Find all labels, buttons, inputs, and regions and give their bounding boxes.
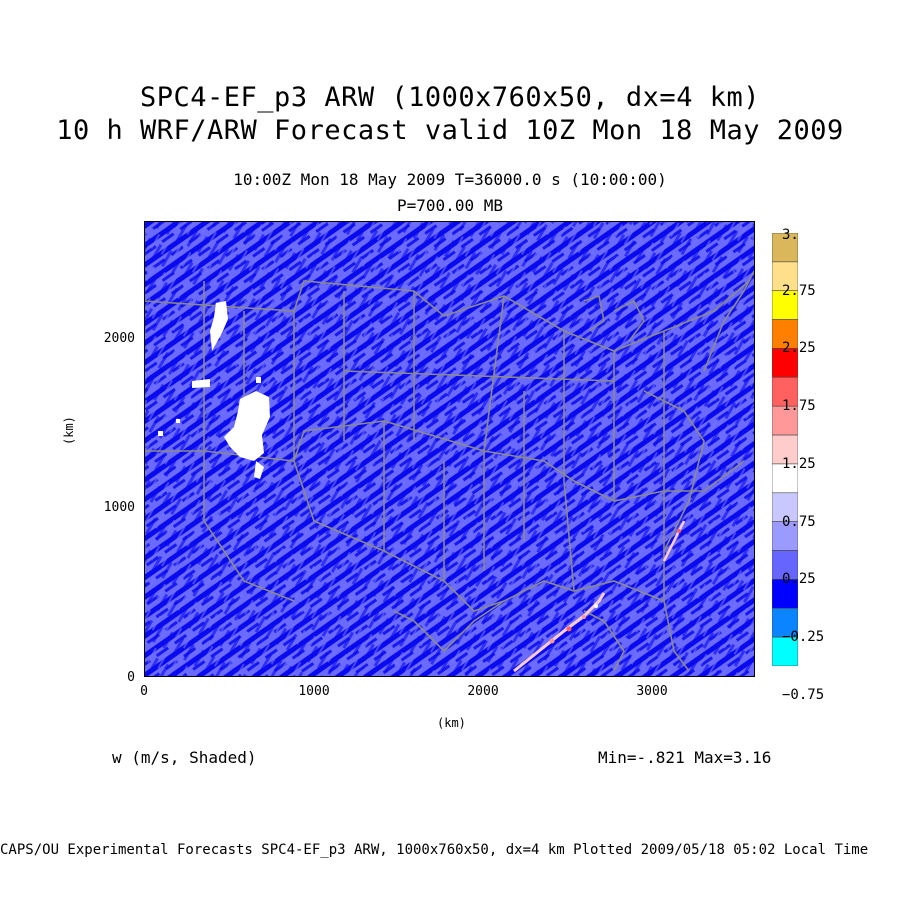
vertical-velocity-map [144, 221, 755, 677]
y-axis-label: (km) [62, 416, 76, 445]
forecast-title: 10 h WRF/ARW Forecast valid 10Z Mon 18 M… [56, 115, 844, 146]
legend-swatch [772, 434, 798, 465]
x-axis-label: (km) [437, 716, 466, 730]
legend-label: −0.25 [782, 629, 825, 646]
convection-cells [513, 520, 686, 673]
legend-label: 2.25 [782, 340, 816, 357]
legend-swatch [772, 579, 798, 609]
x-tick-0: 0 [140, 684, 148, 699]
valid-time-label: 10:00Z Mon 18 May 2009 T=36000.0 s (10:0… [233, 170, 667, 189]
legend-label: 3. [782, 227, 799, 243]
footer-credit: CAPS/OU Experimental Forecasts SPC4-EF_p… [0, 842, 869, 858]
field-variable-label: w (m/s, Shaded) [112, 748, 257, 767]
color-legend [772, 233, 798, 666]
legend-label: 1.25 [782, 455, 816, 472]
pressure-level-label: P=700.00 MB [397, 196, 503, 215]
y-tick-2000: 2000 [103, 331, 135, 346]
legend-swatch [772, 463, 798, 494]
x-tick-2000: 2000 [467, 684, 499, 699]
plot-title: SPC4-EF_p3 ARW (1000x760x50, dx=4 km) [140, 82, 760, 113]
legend-swatch [772, 607, 798, 638]
state-boundaries [144, 270, 755, 672]
legend-label: 2.75 [782, 282, 816, 299]
updraft-patches [158, 301, 270, 479]
legend-swatch [772, 521, 798, 551]
legend-swatch [772, 492, 798, 522]
legend-label: 0.75 [782, 513, 816, 530]
legend-label: 0.25 [782, 571, 816, 588]
y-tick-1000: 1000 [103, 500, 135, 515]
legend-swatch [772, 636, 798, 666]
legend-swatch [772, 319, 798, 349]
x-tick-3000: 3000 [636, 684, 668, 699]
legend-label: −0.75 [782, 686, 825, 703]
legend-swatch [772, 348, 798, 378]
y-tick-0: 0 [127, 670, 135, 685]
x-tick-1000: 1000 [298, 684, 330, 699]
legend-swatch [772, 405, 798, 436]
min-max-label: Min=-.821 Max=3.16 [598, 748, 772, 767]
legend-label: 1.75 [782, 398, 816, 415]
